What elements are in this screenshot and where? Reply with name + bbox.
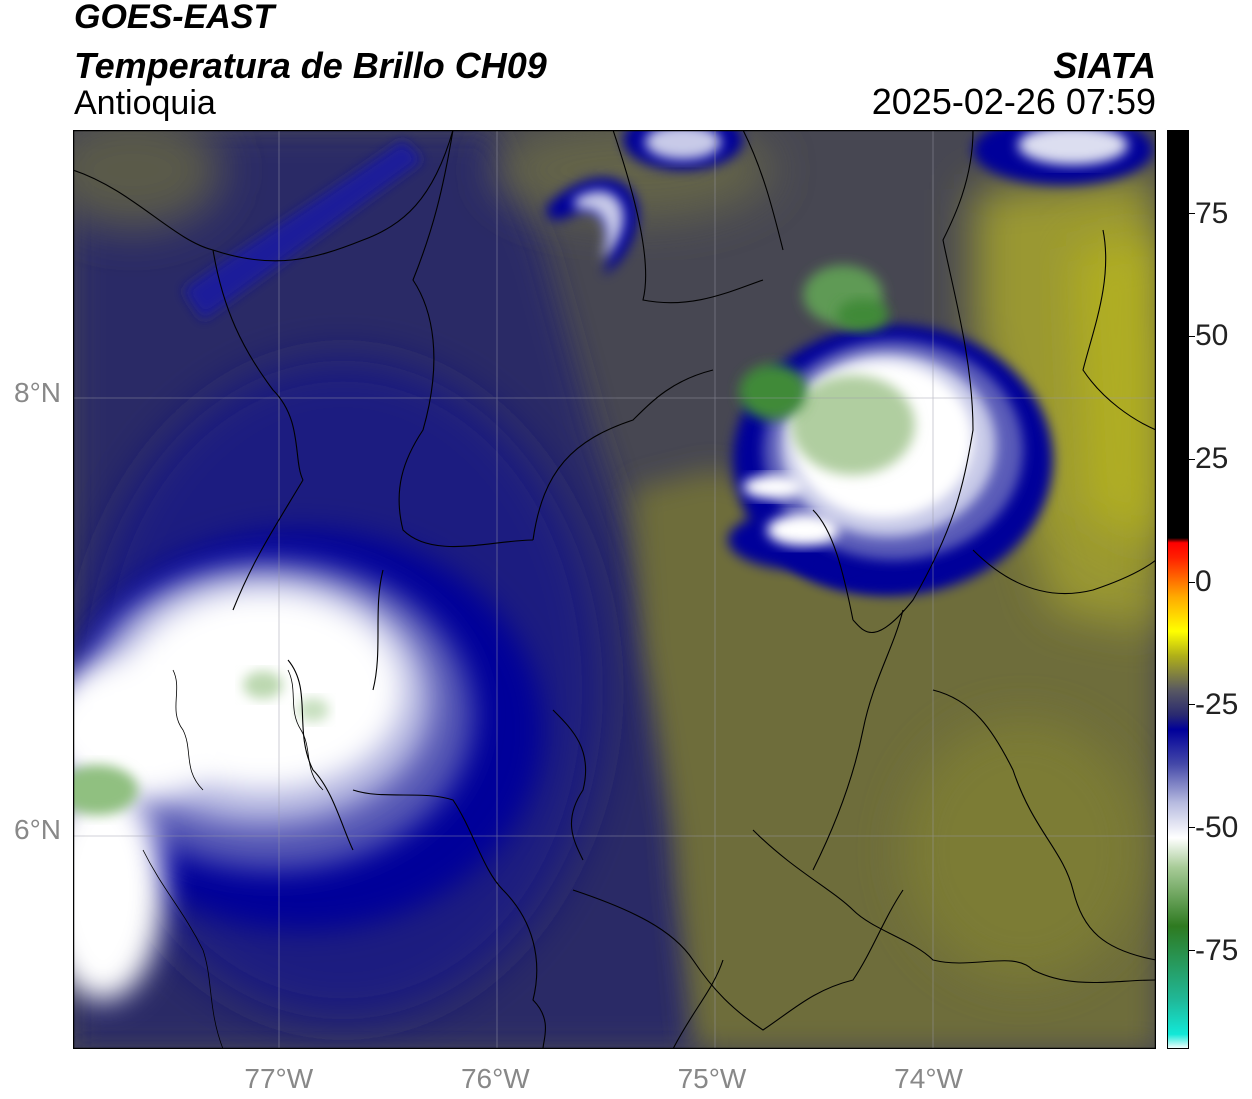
department-boundaries — [73, 130, 1156, 1049]
colorbar-tick-label: 0 — [1195, 565, 1212, 599]
colorbar-tick-label: -50 — [1195, 810, 1239, 844]
colorbar-fill — [1167, 130, 1189, 1049]
satellite-title: GOES-EAST — [74, 0, 275, 36]
colorbar-tick-label: 50 — [1195, 319, 1229, 353]
colorbar-tick-label: 25 — [1195, 442, 1229, 476]
longitude-label: 74°W — [894, 1063, 963, 1094]
north-top-core — [645, 130, 721, 160]
colorbar-tick-label: -75 — [1195, 933, 1239, 967]
agency-label: SIATA — [1053, 45, 1156, 86]
colorbar-tick-label: 75 — [1195, 196, 1229, 230]
northwest-patch — [73, 130, 223, 230]
colorbar-tick-label: -25 — [1195, 687, 1239, 721]
northeast-bright-region — [1073, 230, 1156, 550]
colorbar-frame — [1167, 130, 1189, 1049]
temperature-colorbar — [1167, 130, 1189, 1049]
product-title: Temperatura de Brillo CH09 — [74, 45, 547, 86]
colorbar-tick-mark — [1189, 581, 1195, 583]
southwest-convective-cloud — [73, 360, 603, 1020]
small-cloud-anvil — [767, 514, 839, 546]
northwest-cloud-streak — [183, 140, 423, 320]
latitude-label: 6°N — [14, 814, 61, 846]
colorbar-tick-mark — [1189, 704, 1195, 706]
brightness-temperature-map — [73, 130, 1156, 1049]
timestamp-label: 2025-02-26 07:59 — [871, 81, 1156, 122]
river-lines — [142, 669, 324, 1049]
colorbar-tick-mark — [1189, 458, 1195, 460]
colorbar-tick-mark — [1189, 950, 1195, 952]
north-crescent-core — [573, 190, 624, 260]
colorbar-tick-mark — [1189, 827, 1195, 829]
colorbar-tick-mark — [1189, 335, 1195, 337]
northeast-convective-cloud — [728, 265, 1053, 595]
southeast-patch — [903, 720, 1143, 980]
northeast-edge-core — [1018, 130, 1128, 165]
latitude-label: 8°N — [14, 376, 61, 408]
map-frame — [73, 130, 1156, 1049]
colorbar-tick-mark — [1189, 213, 1195, 215]
region-label: Antioquia — [74, 84, 216, 122]
longitude-label: 77°W — [244, 1063, 314, 1094]
graticule — [73, 130, 1156, 1049]
longitude-label: 76°W — [460, 1063, 530, 1094]
longitude-label: 75°W — [677, 1063, 747, 1094]
